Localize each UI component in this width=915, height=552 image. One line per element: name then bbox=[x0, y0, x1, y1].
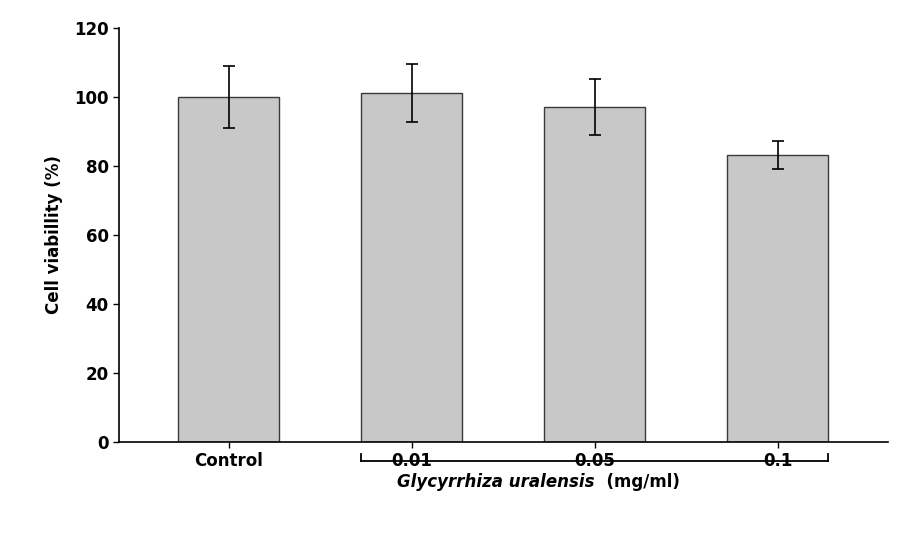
Text: (mg/ml): (mg/ml) bbox=[595, 473, 680, 491]
Bar bbox=[727, 155, 828, 442]
Y-axis label: Cell viabillity (%): Cell viabillity (%) bbox=[45, 155, 63, 314]
Bar bbox=[361, 93, 462, 442]
Bar bbox=[544, 107, 645, 442]
Text: Glycyrrhiza uralensis: Glycyrrhiza uralensis bbox=[397, 473, 595, 491]
Bar bbox=[178, 97, 279, 442]
